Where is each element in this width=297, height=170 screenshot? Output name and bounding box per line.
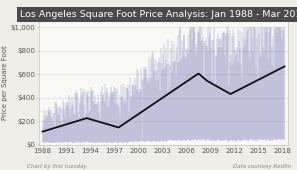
Text: Chart by first tuesday: Chart by first tuesday [27, 164, 86, 169]
Y-axis label: Price per Square Foot: Price per Square Foot [1, 46, 8, 120]
Title: Los Angeles Square Foot Price Analysis: Jan 1988 - Mar 2018: Los Angeles Square Foot Price Analysis: … [20, 10, 297, 19]
Text: Data courtesy Redfin: Data courtesy Redfin [233, 164, 291, 169]
